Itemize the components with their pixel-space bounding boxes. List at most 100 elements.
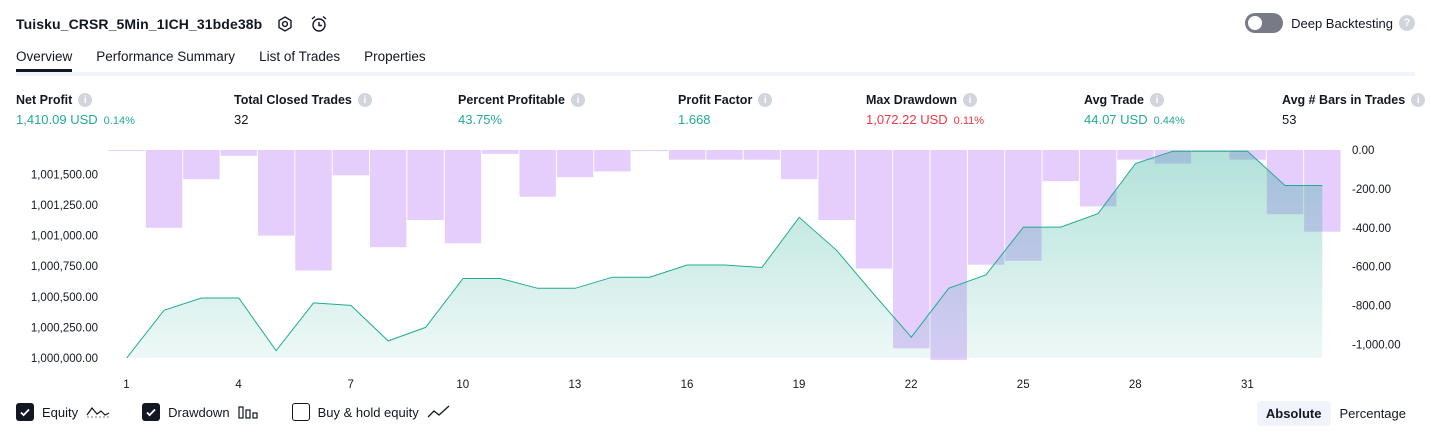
mode-absolute-button[interactable]: Absolute	[1256, 401, 1331, 426]
metric-label: Percent Profitable	[458, 93, 565, 107]
equity-series	[126, 150, 1323, 359]
x-tick-label: 25	[1017, 379, 1030, 391]
y-right-tick-label: -400.00	[1352, 223, 1391, 235]
metric-label: Total Closed Trades	[234, 93, 352, 107]
x-tick-label: 22	[905, 379, 918, 391]
metric-label: Profit Factor	[678, 93, 753, 107]
x-tick-label: 13	[569, 379, 582, 391]
drawdown-bar	[967, 150, 1005, 265]
metric-avg-trade: Avg Trade i 44.07 USD 0.44%	[1084, 93, 1185, 127]
y-left-tick-label: 1,001,000.00	[31, 231, 98, 243]
drawdown-bar	[855, 150, 893, 269]
y-right-tick-label: 0.00	[1352, 145, 1374, 157]
y-left-tick-label: 1,000,750.00	[31, 261, 98, 273]
checkbox-unchecked[interactable]	[291, 403, 310, 421]
drawdown-bar	[220, 150, 257, 156]
metric-value: 53	[1282, 112, 1297, 127]
drawdown-bars-icon	[237, 405, 260, 419]
legend-label: Equity	[42, 404, 79, 420]
drawdown-bar	[893, 150, 930, 349]
help-icon[interactable]: ?	[1399, 15, 1415, 31]
metric-label: Avg # Bars in Trades	[1282, 93, 1406, 107]
metric-percent: 0.14%	[103, 115, 135, 127]
drawdown-bar	[145, 150, 183, 228]
drawdown-bar	[1042, 150, 1079, 182]
deep-backtesting-toggle[interactable]	[1245, 13, 1284, 33]
legend-label: Buy & hold equity	[317, 404, 419, 420]
metric-value: 44.07 USD	[1084, 112, 1148, 127]
info-icon[interactable]: i	[963, 93, 977, 107]
drawdown-bar	[818, 150, 855, 220]
legend-equity[interactable]: Equity	[16, 403, 110, 421]
equity-drawdown-chart[interactable]: 1,000,000.00 1,000,250.00 1,000,500.00 1,00…	[0, 140, 1431, 395]
y-right-tick-label: -800.00	[1352, 301, 1391, 313]
y-right-tick-label: -600.00	[1352, 262, 1391, 274]
legend-label: Drawdown	[168, 404, 230, 420]
settings-icon[interactable]	[274, 13, 296, 35]
drawdown-bar	[1117, 150, 1154, 160]
tab-overview[interactable]: Overview	[16, 46, 73, 72]
drawdown-bar	[407, 150, 444, 220]
drawdown-bar	[631, 150, 668, 151]
metric-net-profit: Net Profit i 1,410.09 USD 0.14%	[16, 93, 135, 127]
x-tick-label: 7	[347, 379, 353, 391]
deep-backtesting: Deep Backtesting ?	[1245, 13, 1415, 33]
drawdown-bar	[556, 150, 594, 178]
metric-percent: 0.44%	[1153, 115, 1185, 127]
deep-backtesting-label: Deep Backtesting	[1291, 15, 1393, 31]
x-tick-label: 31	[1241, 379, 1254, 391]
y-left-tick-label: 1,000,000.00	[31, 353, 98, 365]
info-icon[interactable]: i	[1411, 93, 1426, 107]
info-icon[interactable]: i	[758, 93, 773, 107]
y-right-tick-label: -1,000.00	[1352, 339, 1401, 351]
checkbox-checked[interactable]	[16, 403, 34, 421]
drawdown-bar	[332, 150, 370, 176]
mode-percentage-button[interactable]: Percentage	[1339, 406, 1407, 421]
drawdown-bar	[1192, 150, 1229, 151]
metric-value: 1,072.22 USD	[866, 112, 948, 127]
tab-properties[interactable]: Properties	[364, 49, 426, 64]
metric-percent-profitable: Percent Profitable i 43.75%	[458, 93, 585, 127]
chart-legend: Equity Drawdown Buy & hold equity	[16, 403, 483, 421]
drawdown-bar	[781, 150, 818, 180]
info-icon[interactable]: i	[357, 93, 372, 107]
x-tick-label: 4	[235, 379, 242, 391]
y-left-tick-label: 1,000,500.00	[31, 292, 98, 304]
drawdown-bar	[706, 150, 743, 160]
y-left-tick-label: 1,000,250.00	[31, 322, 98, 334]
x-tick-label: 1	[123, 379, 129, 391]
drawdown-bar	[108, 150, 145, 151]
x-tick-label: 28	[1129, 379, 1142, 391]
drawdown-bar	[295, 150, 332, 271]
legend-drawdown[interactable]: Drawdown	[142, 403, 259, 421]
x-axis: 1 4 7 10 13 16 19 22 25 28 31	[123, 379, 1254, 391]
checkbox-checked[interactable]	[142, 403, 161, 421]
info-icon[interactable]: i	[570, 93, 585, 107]
add-alert-icon[interactable]	[308, 13, 330, 35]
x-tick-label: 19	[793, 379, 806, 391]
metric-profit-factor: Profit Factor i 1.668	[678, 93, 773, 127]
metric-value: 43.75%	[458, 112, 503, 127]
drawdown-bar	[594, 150, 631, 172]
drawdown-bar	[370, 150, 407, 248]
buy-hold-line-icon	[427, 405, 451, 419]
drawdown-bar	[183, 150, 220, 180]
metric-max-drawdown: Max Drawdown i 1,072.22 USD 0.11%	[866, 93, 984, 127]
drawdown-bar	[669, 150, 706, 160]
y-left-tick-label: 1,001,250.00	[31, 200, 98, 212]
equity-area	[126, 151, 1323, 358]
drawdown-bar	[444, 150, 482, 244]
y-axis-right: 0.00 -200.00 -400.00 -600.00 -800.00 -1,000.0…	[1352, 145, 1401, 351]
info-icon[interactable]: i	[1149, 93, 1164, 107]
tab-list-of-trades[interactable]: List of Trades	[259, 49, 341, 64]
info-icon[interactable]: i	[78, 93, 93, 107]
metric-label: Max Drawdown	[866, 93, 957, 107]
metric-label: Avg Trade	[1084, 93, 1144, 107]
strategy-title: Tuisku_CRSR_5Min_1ICH_31bde38b	[16, 16, 263, 32]
legend-buy-hold[interactable]: Buy & hold equity	[291, 403, 451, 421]
x-tick-label: 16	[681, 379, 694, 391]
tab-performance-summary[interactable]: Performance Summary	[96, 49, 236, 64]
equity-line-icon	[86, 405, 110, 419]
metric-value: 32	[234, 112, 249, 127]
tab-bar: Overview Performance Summary List of Tra…	[16, 46, 1415, 76]
